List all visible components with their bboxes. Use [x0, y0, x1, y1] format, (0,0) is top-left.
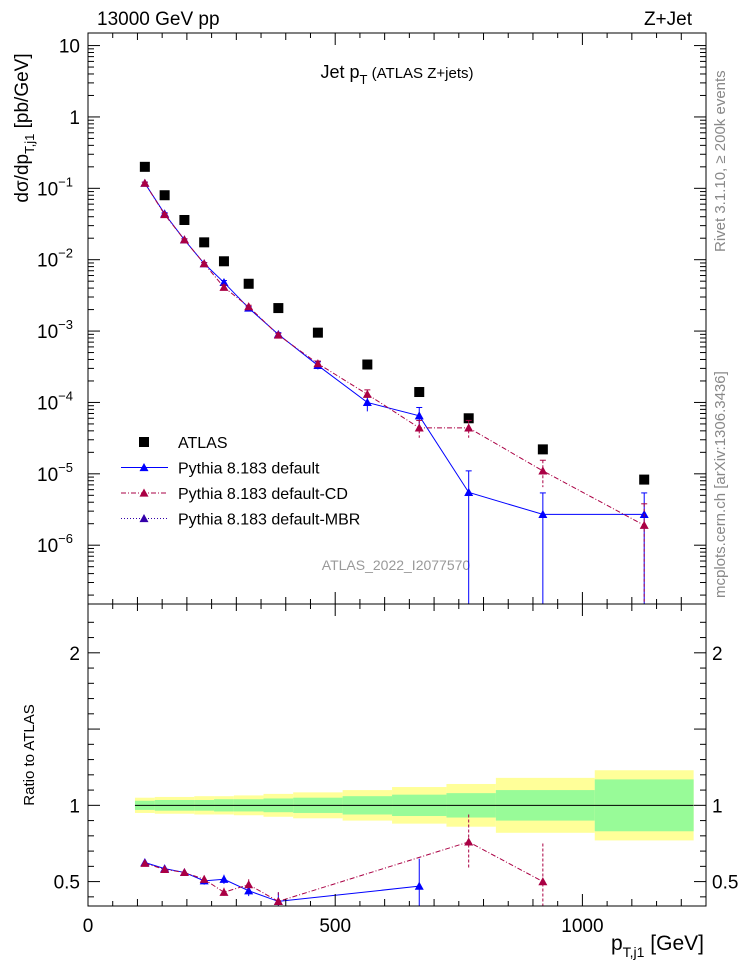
header-left: 13000 GeV pp [97, 9, 220, 30]
atlas-data-point [639, 474, 650, 485]
legend-marker-atlas [139, 437, 149, 447]
legend-label: Pythia 8.183 default [178, 461, 320, 478]
y-tick-label: 10−3 [37, 317, 73, 343]
ratio-y-tick-label-right: 2 [712, 644, 723, 665]
mc-point [362, 397, 372, 407]
x-tick-label: 1000 [561, 916, 603, 937]
ratio-y-tick-label-right: 0.5 [712, 873, 738, 894]
main-y-axis-label: dσ/dpT,j1 [pb/GeV] [12, 53, 37, 202]
y-tick-label: 10−1 [37, 174, 73, 200]
ratio-panel-frame [87, 603, 707, 907]
y-tick-label: 10 [59, 37, 80, 58]
atlas-data-point [362, 359, 373, 370]
ratio-point [244, 880, 254, 889]
main-plot-title: Jet pT (ATLAS Z+jets) [321, 62, 474, 87]
ratio-y-axis-label: Ratio to ATLAS [21, 704, 38, 805]
mc-point [273, 330, 283, 339]
ratio-line-default-cd [144, 841, 544, 902]
ratio-series [140, 814, 548, 906]
mc-point [464, 487, 474, 496]
y-tick-label: 10−2 [37, 246, 73, 272]
y-tick-label: 1 [69, 108, 80, 129]
ratio-y-tick-label-left: 0.5 [54, 873, 80, 894]
ratio-y-tick-label-left: 2 [69, 644, 80, 665]
mc-point [414, 411, 424, 420]
mcplots-label: mcplots.cern.ch [arXiv:1306.3436] [712, 371, 729, 598]
mc-point [313, 359, 323, 368]
atlas-data-point [199, 237, 210, 248]
mc-point [464, 423, 474, 432]
mc-point [140, 178, 150, 187]
legend-label: Pythia 8.183 default-MBR [178, 512, 360, 529]
mc-point [219, 282, 229, 291]
mc-point [179, 235, 189, 244]
ratio-y-tick-label-left: 1 [69, 796, 80, 817]
y-tick-label: 10−5 [37, 460, 73, 486]
ratio-point [538, 877, 548, 886]
ratio-point [219, 874, 229, 883]
ratio-point [273, 896, 283, 906]
legend: ATLAS Pythia 8.183 default Pythia 8.183 de… [121, 435, 360, 529]
atlas-data-point [139, 161, 150, 172]
legend-label: ATLAS [178, 435, 228, 452]
mc-point [160, 209, 170, 219]
mc-point [219, 277, 229, 287]
main-series [139, 161, 650, 604]
ratio-point [464, 837, 474, 846]
atlas-data-point [312, 327, 323, 338]
ratio-point [140, 858, 150, 867]
mc-point [639, 520, 649, 529]
y-tick-label: 10−6 [37, 531, 73, 557]
analysis-watermark: ATLAS_2022_I2077570 [322, 557, 471, 573]
atlas-data-point [179, 214, 190, 225]
header-right: Z+Jet [644, 9, 693, 30]
mc-point [199, 259, 209, 268]
atlas-data-point [273, 303, 284, 314]
x-tick-label: 0 [83, 916, 94, 937]
ratio-point [414, 881, 424, 890]
atlas-data-point [463, 413, 474, 424]
ratio-point [199, 874, 209, 883]
axes-frame: 0 500 1000 10 1 10−1 10−2 10−3 10−4 10−5 10−6 2 2 1 1 0… [37, 32, 738, 937]
atlas-data-point [537, 444, 548, 455]
x-axis-label: pT,j1 [GeV] [611, 932, 704, 960]
mc-point [362, 389, 372, 398]
ratio-point [244, 886, 254, 895]
legend-label: Pythia 8.183 default-CD [178, 486, 348, 503]
rivet-label: Rivet 3.1.10, ≥ 200k events [712, 70, 729, 252]
ratio-y-tick-label-right: 1 [712, 796, 723, 817]
mc-point [538, 509, 548, 519]
ratio-point [179, 867, 189, 877]
x-tick-label: 500 [319, 916, 351, 937]
atlas-data-point [414, 387, 425, 398]
atlas-data-point [159, 190, 170, 201]
legend-marker [139, 463, 149, 472]
mc-point [414, 423, 424, 432]
ratio-point [160, 864, 170, 873]
ratio-uncertainty-bands [134, 770, 694, 841]
y-tick-label: 10−4 [37, 388, 73, 414]
mc-point [538, 466, 548, 475]
ratio-line-default [144, 862, 420, 902]
legend-marker [139, 514, 149, 523]
mc-point [244, 302, 254, 311]
atlas-data-point [218, 256, 229, 267]
atlas-data-point [243, 278, 254, 289]
ratio-point [219, 887, 229, 896]
legend-marker [139, 488, 149, 497]
